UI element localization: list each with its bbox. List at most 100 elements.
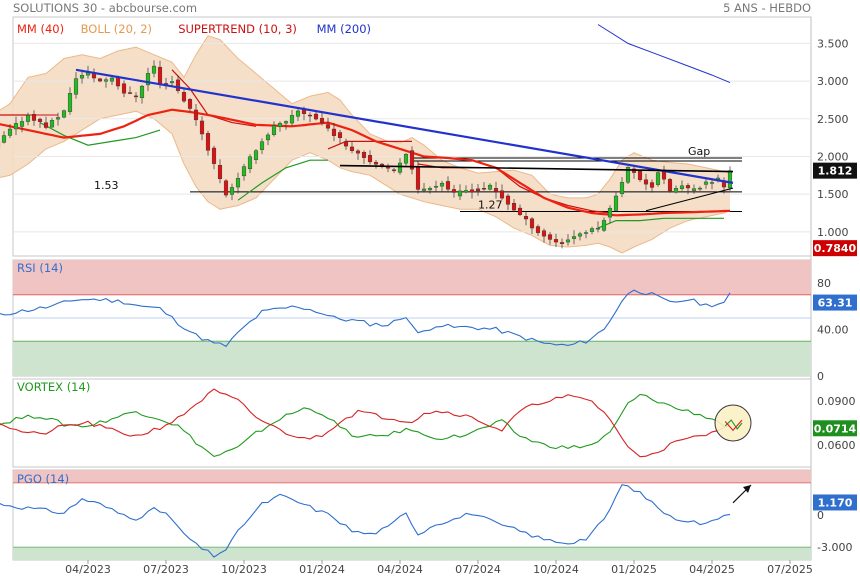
candle-up [151,65,157,74]
rsi-last-value-box [813,294,857,311]
vortex-last-value-box [813,420,857,437]
annotation-level-1-27: 1.27 [478,199,503,212]
supertrend-segment [597,217,724,229]
candle-up [727,170,733,189]
candle-down [445,181,451,190]
candle-up [427,188,433,191]
candle-up [13,123,19,130]
candle-up [265,134,271,141]
x-tick-label: 04/2025 [689,563,735,576]
mm40-line [0,108,731,217]
rsi-line [0,289,731,348]
rsi-last-value-group: 63.31 [813,294,857,311]
candle-up [73,78,79,95]
candle-down [505,195,511,205]
rsi-tick-label: 40.00 [817,324,849,337]
candle-down [451,189,457,193]
candle-down [97,78,103,82]
candle-up [253,150,259,160]
candle-up [679,185,685,189]
trendline [645,187,734,212]
candle-down [355,150,361,154]
candle-up [283,121,289,124]
candle-up [25,115,31,122]
candle-down [331,128,337,136]
candle-up [595,227,601,230]
vortex-marker-minus [724,419,743,432]
candle-down [529,218,535,229]
candle-up [235,178,241,188]
supertrend-segment [39,122,161,146]
price-legend-item: SUPERTREND (10, 3) [178,22,297,36]
price-tick-label: 3.000 [817,75,849,88]
annotation-gap: Gap [688,145,710,158]
candle-up [601,220,607,231]
candle-down [361,152,367,158]
pgo-overbought-zone [13,470,811,483]
candle-up [397,162,403,173]
candle-down [343,141,349,147]
candle-down [547,234,553,240]
candle-up [61,110,67,118]
candle-down [37,118,43,122]
candle-up [67,93,73,112]
candle-down [391,169,397,171]
pgo-line [0,484,731,558]
candle-down [373,161,379,165]
candle-down [541,230,547,237]
candle-up [79,75,85,79]
x-tick-label: 07/2025 [767,563,813,576]
rsi-overbought-zone [13,260,811,295]
chart-period: 5 ANS - HEBDO [723,1,811,15]
candle-up [655,172,661,185]
candle-up [439,182,445,187]
candle-down [349,146,355,152]
candle-down [43,122,49,128]
rsi-last-value: 63.31 [818,297,853,310]
candle-down [649,182,655,188]
candle-down [511,202,517,211]
price-secondary-value-box [813,240,857,257]
x-tick-label: 01/2024 [299,563,345,576]
price-legend-item: BOLL (20, 2) [81,22,152,36]
price-tick-label: 2.500 [817,113,849,126]
price-tick-label: 1.000 [817,226,849,239]
candle-up [607,207,613,218]
panel-frame-pgo [12,469,812,561]
candle-up [103,79,109,82]
price-last-value: 1.812 [818,165,853,178]
trendline [75,68,734,184]
candle-up [583,232,589,234]
candle-up [55,117,61,120]
candle-down [475,188,481,192]
candle-down [187,99,193,109]
candle-down [685,185,691,189]
candle-up [463,190,469,193]
vortex-tick-label: 0.0900 [817,395,856,408]
x-tick-label: 04/2023 [65,563,111,576]
candle-down [499,190,505,199]
x-tick-label: 10/2023 [221,563,267,576]
candle-down [409,150,415,170]
supertrend-segment [237,159,328,201]
bollinger-upper [0,35,731,199]
pgo-last-value: 1.170 [818,496,853,509]
candle-down [121,83,127,94]
candle-up [109,77,115,82]
candle-down [481,188,487,190]
candle-up [139,85,145,99]
bollinger-lower [0,110,731,254]
x-tick-label: 04/2024 [377,563,423,576]
candle-up [271,125,277,135]
candle-up [421,188,427,191]
candle-up [247,156,253,170]
price-last-value-box [813,162,857,179]
price-tick-label: 3.500 [817,37,849,50]
candle-down [211,147,217,164]
rsi-legend: RSI (14) [17,261,63,275]
candle-down [175,79,181,91]
candle-down [319,118,325,123]
candle-up [259,141,265,150]
